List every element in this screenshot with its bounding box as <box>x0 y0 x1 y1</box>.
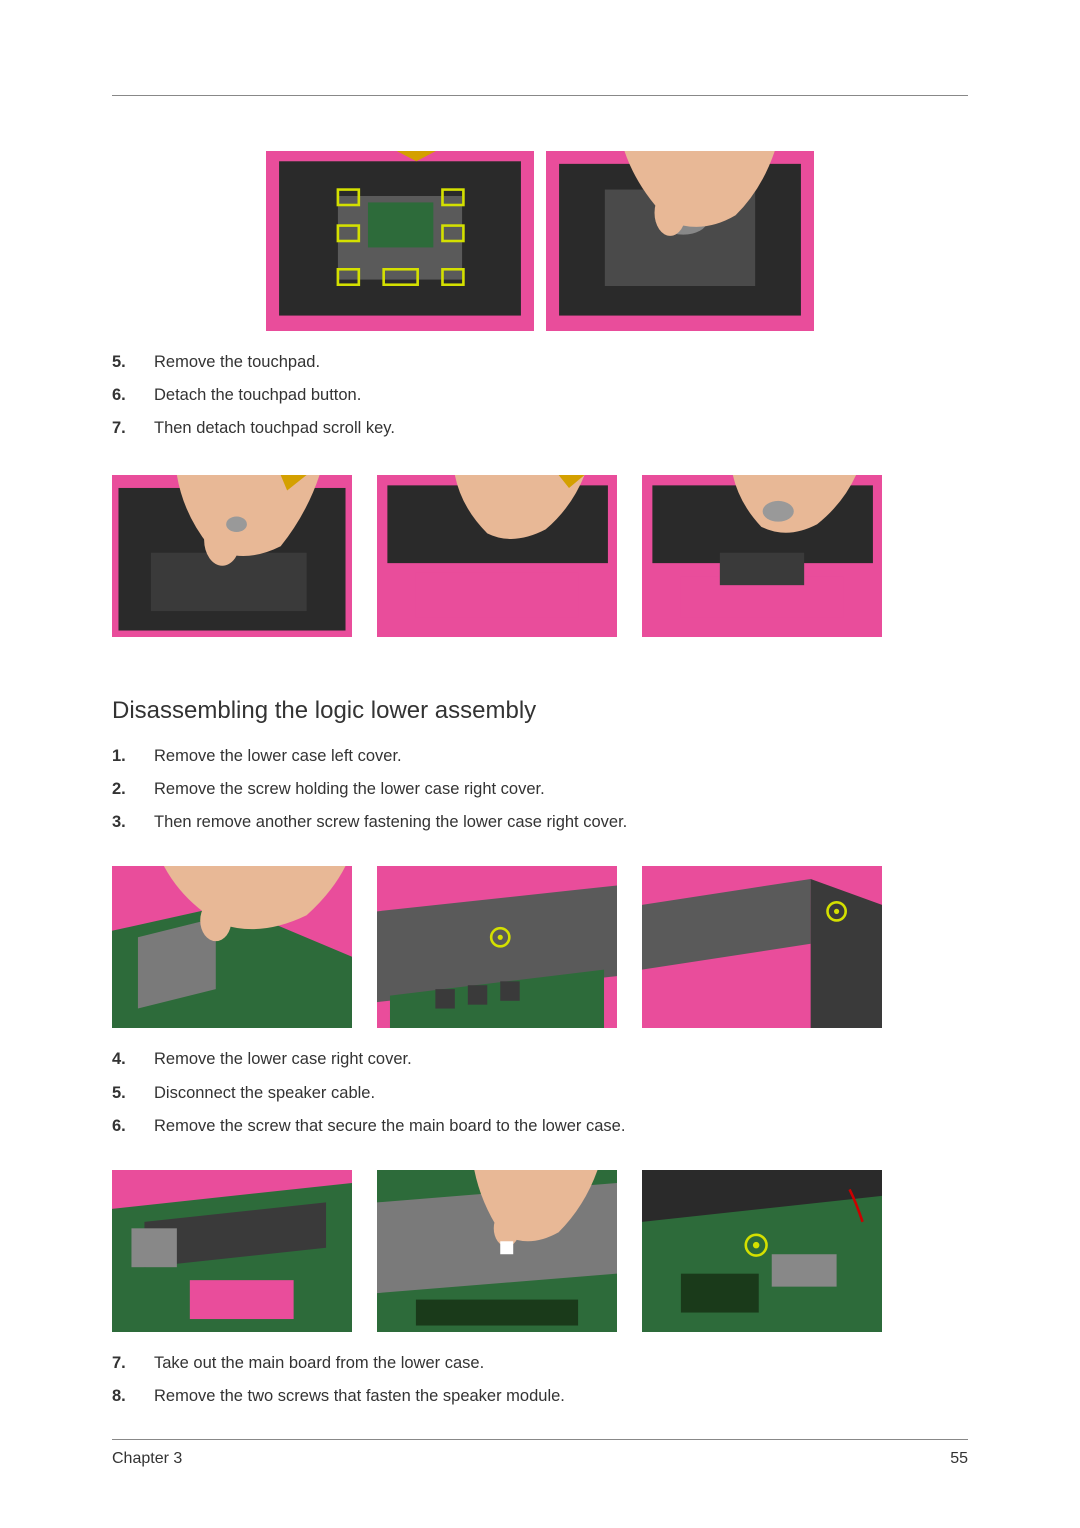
photo-speaker-cable <box>377 1170 617 1332</box>
photo-scroll-detach <box>642 475 882 637</box>
list-item: 7.Take out the main board from the lower… <box>154 1350 968 1377</box>
photo-right-cover-screw2 <box>642 866 882 1028</box>
photo-left-cover <box>112 866 352 1028</box>
top-rule <box>112 95 968 96</box>
page-content: 5.Remove the touchpad. 6.Detach the touc… <box>0 0 1080 1528</box>
photo-right-cover-remove <box>112 1170 352 1332</box>
step-number: 7. <box>112 415 126 442</box>
photo-button-detach <box>377 475 617 637</box>
step-number: 7. <box>112 1350 126 1377</box>
steps-list-2: 1.Remove the lower case left cover. 2.Re… <box>112 743 968 837</box>
step-text: Remove the touchpad. <box>154 353 320 371</box>
image-row-4 <box>112 1170 882 1332</box>
list-item: 7.Then detach touchpad scroll key. <box>154 415 968 442</box>
step-text: Remove the lower case right cover. <box>154 1050 412 1068</box>
list-item: 5.Disconnect the speaker cable. <box>154 1080 968 1107</box>
list-item: 6.Detach the touchpad button. <box>154 382 968 409</box>
list-item: 6.Remove the screw that secure the main … <box>154 1113 968 1140</box>
step-number: 6. <box>112 1113 126 1140</box>
photo-mainboard-screw <box>642 1170 882 1332</box>
step-text: Take out the main board from the lower c… <box>154 1354 484 1372</box>
step-number: 8. <box>112 1383 126 1410</box>
step-text: Remove the two screws that fasten the sp… <box>154 1387 565 1405</box>
photo-touchpad-hand <box>546 151 814 331</box>
step-number: 1. <box>112 743 126 770</box>
step-number: 6. <box>112 382 126 409</box>
step-text: Then detach touchpad scroll key. <box>154 419 395 437</box>
steps-list-4: 7. Take out the main board from the lower… <box>112 1350 968 1410</box>
section-heading: Disassembling the logic lower assembly <box>112 697 968 725</box>
step-text: Remove the lower case left cover. <box>154 747 402 765</box>
list-item: 8.Remove the two screws that fasten the … <box>154 1383 968 1410</box>
photo-touchpad-screws <box>266 151 534 331</box>
image-row-1 <box>112 151 968 331</box>
step-text: Then remove another screw fastening the … <box>154 813 627 831</box>
list-item: 4.Remove the lower case right cover. <box>154 1046 968 1073</box>
image-row-2 <box>112 475 882 637</box>
footer-page-number: 55 <box>950 1450 968 1468</box>
step-number: 3. <box>112 809 126 836</box>
step-text: Remove the screw holding the lower case … <box>154 780 545 798</box>
list-item: 2.Remove the screw holding the lower cas… <box>154 776 968 803</box>
steps-list-3: 4.Remove the lower case right cover. 5.D… <box>112 1046 968 1140</box>
list-item: 3.Then remove another screw fastening th… <box>154 809 968 836</box>
photo-touchpad-remove <box>112 475 352 637</box>
step-text: Remove the screw that secure the main bo… <box>154 1117 625 1135</box>
image-row-3 <box>112 866 882 1028</box>
page-footer: Chapter 3 55 <box>112 1439 968 1468</box>
list-item: 5.Remove the touchpad. <box>154 349 968 376</box>
step-number: 2. <box>112 776 126 803</box>
photo-right-cover-screw <box>377 866 617 1028</box>
step-text: Disconnect the speaker cable. <box>154 1084 375 1102</box>
footer-chapter: Chapter 3 <box>112 1450 182 1468</box>
steps-list-1: 5.Remove the touchpad. 6.Detach the touc… <box>112 349 968 443</box>
list-item: 1.Remove the lower case left cover. <box>154 743 968 770</box>
step-number: 4. <box>112 1046 126 1073</box>
step-number: 5. <box>112 1080 126 1107</box>
step-text: Detach the touchpad button. <box>154 386 361 404</box>
step-number: 5. <box>112 349 126 376</box>
